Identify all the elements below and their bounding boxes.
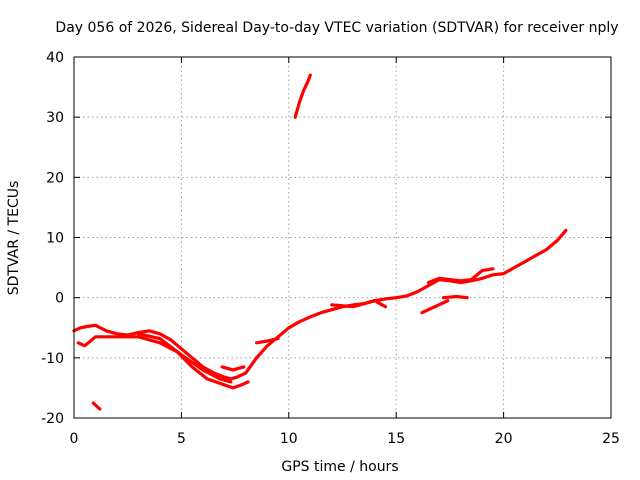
grid (74, 57, 611, 418)
y-tick-label: 40 (46, 50, 64, 66)
series-trace-segment-a (220, 365, 246, 372)
x-tick-label: 5 (177, 431, 186, 447)
series-trace-mid (330, 299, 388, 309)
x-tick-label: 20 (495, 431, 513, 447)
x-tick-label: 15 (387, 431, 405, 447)
y-tick-label: 10 (46, 231, 64, 247)
series-trace-isolated (91, 401, 102, 411)
x-tick-label: 0 (70, 431, 79, 447)
axis-ticks: 0 5 10 15 20 25 -20 -10 0 10 20 30 40 (41, 50, 620, 447)
series-trace-upper (426, 267, 495, 285)
y-tick-label: -20 (41, 411, 64, 427)
series-trace-segment-b (255, 337, 280, 345)
x-axis-label: GPS time / hours (281, 459, 398, 475)
series-trace-low (136, 332, 233, 384)
y-tick-label: 0 (55, 291, 64, 307)
y-tick-label: -10 (41, 351, 64, 367)
chart-title: Day 056 of 2026, Sidereal Day-to-day VTE… (55, 20, 618, 36)
y-tick-label: 20 (46, 170, 64, 186)
series-trace-late-a (420, 299, 450, 315)
plot-frame (73, 56, 612, 419)
series-trace-late-b (441, 294, 469, 300)
series-trace-burst (293, 73, 312, 119)
y-tick-label: 30 (46, 110, 64, 126)
y-axis-label: SDTVAR / TECUs (6, 181, 22, 296)
series-layer (72, 73, 568, 411)
series-trace-main (72, 228, 568, 381)
x-tick-label: 10 (280, 431, 298, 447)
x-tick-label: 25 (602, 431, 620, 447)
